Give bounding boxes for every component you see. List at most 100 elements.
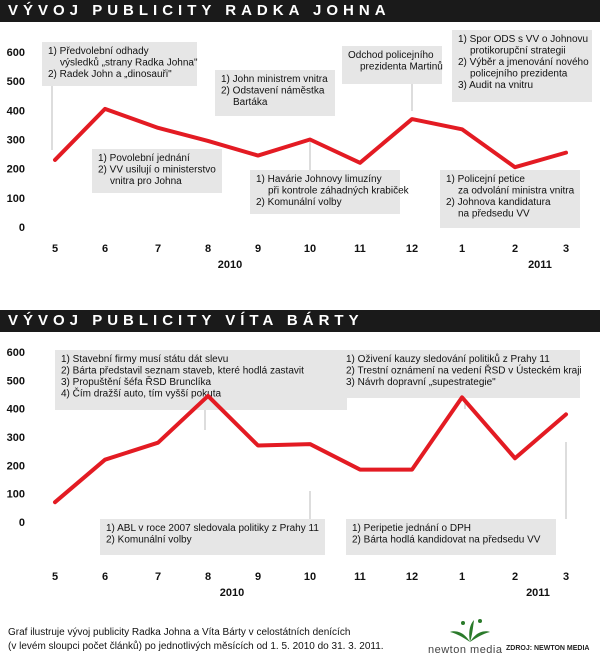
annotation-text: 1) Stavební firmy musí státu dát slevu xyxy=(61,354,228,365)
footer-note: Graf ilustruje vývoj publicity Radka Joh… xyxy=(8,626,384,654)
year-label: 2010 xyxy=(220,587,244,599)
y-tick-label: 500 xyxy=(7,76,25,88)
footer-line-1: Graf ilustruje vývoj publicity Radka Joh… xyxy=(8,627,351,638)
data-point xyxy=(156,441,160,445)
y-tick-label: 200 xyxy=(7,164,25,176)
annotation-text: prezidenta Martinů xyxy=(360,61,443,73)
newton-media-logo-icon xyxy=(450,619,490,642)
annotation-text: 1) Povolební jednání xyxy=(98,153,190,164)
annotation-box xyxy=(440,170,580,228)
year-label: 2010 xyxy=(218,259,242,271)
data-point xyxy=(103,458,107,462)
x-tick-label: 9 xyxy=(255,571,261,583)
x-tick-label: 11 xyxy=(354,243,366,255)
y-tick-label: 200 xyxy=(7,460,25,472)
annotation-text: 1) ABL v roce 2007 sledovala politiky z … xyxy=(106,523,319,534)
data-point xyxy=(410,468,414,472)
annotation-text: 1) Havárie Johnovy limuzíny xyxy=(256,174,382,185)
annotation-box xyxy=(92,149,222,193)
data-point xyxy=(564,412,568,416)
x-tick-label: 12 xyxy=(406,571,418,583)
data-point xyxy=(53,158,57,162)
annotation-text: 1) Spor ODS s VV o Johnovu xyxy=(458,34,588,45)
annotation-text: 1) Policejní petice xyxy=(446,174,525,185)
y-tick-label: 400 xyxy=(7,105,25,117)
data-point xyxy=(358,161,362,165)
x-tick-label: 11 xyxy=(354,571,366,583)
data-point xyxy=(103,107,107,111)
annotation-text: 4) Čím dražší auto, tím vyšší pokuta xyxy=(61,387,221,400)
annotation-text: Odchod policejního xyxy=(348,50,434,61)
annotation-text: výsledků „strany Radka Johna" xyxy=(60,57,198,69)
annotation-text: na předsedu VV xyxy=(458,209,530,220)
y-tick-label: 400 xyxy=(7,404,25,416)
y-tick-label: 500 xyxy=(7,375,25,387)
annotation-box xyxy=(340,350,580,398)
annotation-box xyxy=(42,42,197,86)
annotation-text: za odvolání ministra vnitra xyxy=(458,186,575,197)
barta-publicity-chart: 0 100 200 300 400 500 600 1) Stavební firmy mus… xyxy=(7,347,582,599)
annotation-text: 2) Bárta hodlá kandidovat na předsedu VV xyxy=(352,535,541,546)
annotation-text: policejního prezidenta xyxy=(470,69,568,80)
data-point xyxy=(308,138,312,141)
annotation-box xyxy=(250,170,400,214)
x-tick-label: 8 xyxy=(205,571,211,583)
annotation-text: 2) Komunální volby xyxy=(256,197,342,208)
y-tick-label: 300 xyxy=(7,432,25,444)
annotation-box xyxy=(452,30,592,102)
data-point xyxy=(256,154,260,158)
x-tick-label: 6 xyxy=(102,243,108,255)
annotation-text: 1) John ministrem vnitra xyxy=(221,74,328,85)
y-tick-label: 600 xyxy=(7,47,25,59)
annotation-box xyxy=(100,519,325,555)
annotation-text: 3) Propuštění šéfa ŘSD Brunclíka xyxy=(61,375,212,388)
x-tick-label: 3 xyxy=(563,571,569,583)
x-tick-label: 2 xyxy=(512,243,518,255)
annotation-text: 1) Peripetie jednání o DPH xyxy=(352,523,471,534)
data-point xyxy=(308,442,312,446)
logo-text: newton media xyxy=(428,644,503,656)
data-point xyxy=(460,127,464,131)
data-point xyxy=(564,151,568,155)
chart-1-title: VÝVOJ PUBLICITY RADKA JOHNA xyxy=(0,0,600,22)
x-tick-label: 2 xyxy=(512,571,518,583)
x-tick-label: 10 xyxy=(304,243,316,255)
x-tick-label: 7 xyxy=(155,243,161,255)
y-tick-label: 100 xyxy=(7,193,25,205)
x-tick-label: 8 xyxy=(205,243,211,255)
x-tick-label: 10 xyxy=(304,571,316,583)
year-label: 2011 xyxy=(526,587,550,599)
annotation-text: 1) Oživení kauzy sledování politiků z Pr… xyxy=(346,353,550,365)
y-tick-label: 0 xyxy=(19,222,25,234)
annotation-box xyxy=(215,70,335,116)
x-tick-label: 3 xyxy=(563,243,569,255)
annotation-text: 2) VV usilují o ministerstvo xyxy=(98,165,216,176)
x-tick-label: 5 xyxy=(52,243,58,255)
data-point xyxy=(156,126,160,130)
annotation-text: Bartáka xyxy=(233,97,268,108)
data-point xyxy=(206,139,210,143)
source-note: ZDROJ: NEWTON MEDIA xyxy=(506,645,590,652)
annotation-text: 2) Radek John a „dinosauři" xyxy=(48,69,172,80)
annotation-box xyxy=(342,46,442,84)
y-tick-label: 600 xyxy=(7,347,25,359)
x-tick-label: 1 xyxy=(459,571,465,583)
x-tick-label: 6 xyxy=(102,571,108,583)
data-point xyxy=(358,468,362,472)
data-point xyxy=(256,444,260,447)
data-point xyxy=(410,117,414,121)
annotation-box xyxy=(346,519,556,555)
x-tick-label: 12 xyxy=(406,243,418,255)
annotation-text: 2) Trestní oznámení na vedení ŘSD v Úste… xyxy=(346,364,582,377)
y-tick-label: 300 xyxy=(7,135,25,147)
data-point xyxy=(513,456,517,460)
annotation-text: protikorupční strategii xyxy=(470,46,566,57)
series-line xyxy=(53,393,568,505)
annotation-text: vnitra pro Johna xyxy=(110,176,182,187)
john-publicity-chart: 0 100 200 300 400 500 600 1) Předvolební odhady… xyxy=(7,30,592,271)
annotation-text: 2) Odstavení náměstka xyxy=(221,86,325,97)
annotation-text: 3) Návrh dopravní „supestrategie" xyxy=(346,377,496,388)
x-tick-label: 5 xyxy=(52,571,58,583)
annotation-text: 1) Předvolební odhady xyxy=(48,46,149,57)
x-tick-label: 9 xyxy=(255,243,261,255)
